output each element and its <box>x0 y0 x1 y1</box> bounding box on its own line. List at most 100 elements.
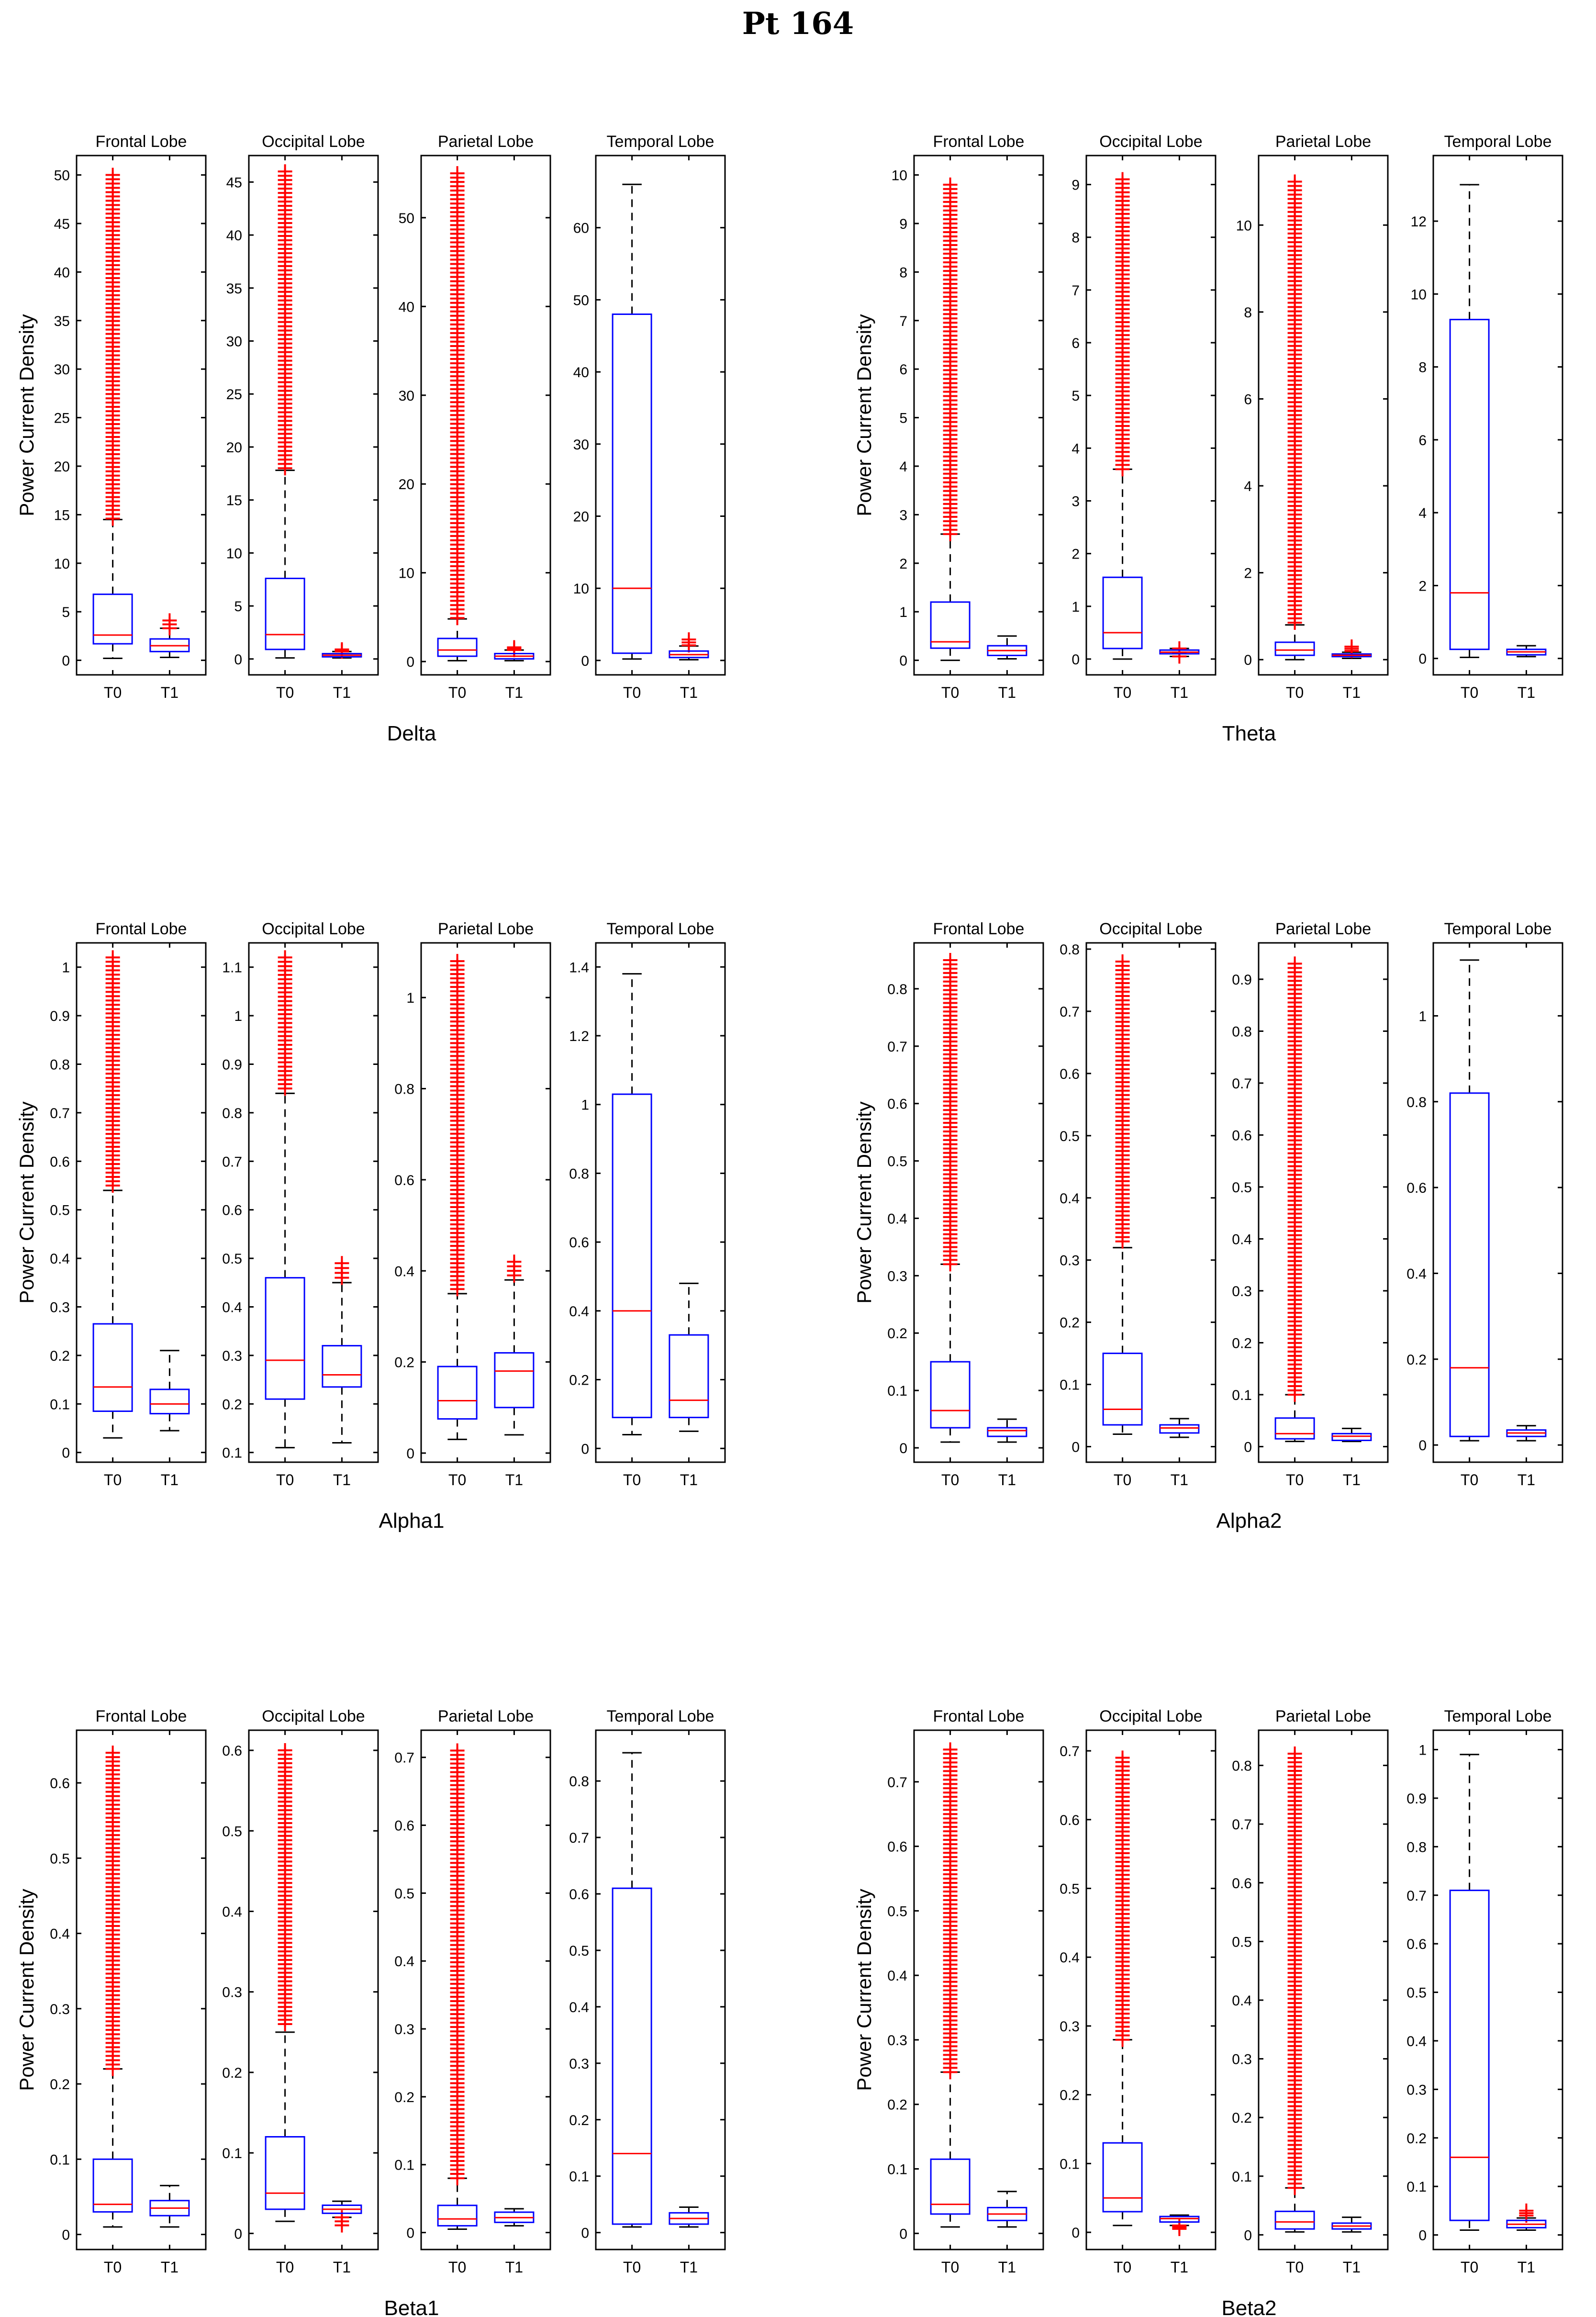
y-tick-label: 0.5 <box>887 1903 907 1919</box>
plot-frame <box>1258 1729 1389 2250</box>
plot-frame <box>248 155 379 676</box>
x-tick-label: T0 <box>1286 684 1304 701</box>
x-tick-label: T1 <box>998 684 1016 701</box>
y-tick-label: 0.3 <box>1060 1253 1080 1269</box>
box-t1 <box>669 2206 709 2228</box>
iqr-box <box>1274 1417 1315 1440</box>
box-t0 <box>1102 954 1143 1435</box>
outlier-marker <box>105 950 120 965</box>
y-tick-label: 0 <box>1418 2228 1427 2244</box>
outlier-marker <box>278 1743 292 1758</box>
y-tick-label: 0.1 <box>222 2146 242 2161</box>
y-tick-label: 8 <box>899 265 907 280</box>
y-tick-label: 0.4 <box>887 1968 907 1984</box>
iqr-box <box>612 313 652 654</box>
chart-beta1: Power Current Density Beta1 Frontal Lobe 0 0… <box>15 1707 726 2317</box>
y-tick-label: 3 <box>899 507 907 523</box>
y-tick-label: 0.1 <box>1406 2179 1427 2195</box>
iqr-box <box>1274 2210 1315 2230</box>
y-tick-label: 0.4 <box>569 1304 589 1320</box>
y-tick-label: 0.8 <box>1232 1024 1252 1040</box>
box-t1 <box>1506 645 1547 658</box>
outlier-marker <box>943 1742 958 1757</box>
y-tick-label: 6 <box>1244 392 1252 407</box>
y-tick-label: 2 <box>1418 578 1427 594</box>
y-tick-label: 0.1 <box>1060 2156 1080 2172</box>
y-tick-label: 0 <box>406 2226 414 2241</box>
y-tick-label: 0.6 <box>394 1818 414 1834</box>
y-tick-label: 4 <box>1418 505 1427 521</box>
x-tick-label: T0 <box>623 2259 641 2276</box>
panel-parietal-lobe: Parietal Lobe 0 2 4 6 8 10 T0 T1 <box>1236 133 1389 701</box>
y-axis-label: Power Current Density <box>15 1889 38 2091</box>
x-tick-label: T0 <box>104 1471 122 1489</box>
y-tick-label: 0.7 <box>1060 1004 1080 1020</box>
x-tick-label: T0 <box>1114 1471 1131 1489</box>
box-t1 <box>322 2200 362 2233</box>
box-t1 <box>1506 1425 1547 1442</box>
y-tick-label: 50 <box>399 211 414 226</box>
y-axis-label: Power Current Density <box>853 1889 875 2091</box>
plot-frame <box>1085 942 1217 1463</box>
y-tick-label: 0.4 <box>222 1904 242 1920</box>
y-tick-label: 0.4 <box>394 1264 414 1279</box>
y-tick-label: 0.1 <box>1232 2169 1252 2185</box>
y-tick-label: 0.8 <box>887 982 907 997</box>
y-tick-label: 0 <box>899 2226 907 2242</box>
plot-frame <box>595 155 726 676</box>
y-tick-label: 0.3 <box>1232 2052 1252 2068</box>
y-tick-label: 6 <box>899 362 907 378</box>
y-tick-label: 40 <box>54 265 70 280</box>
y-tick-label: 0.6 <box>569 1235 589 1251</box>
y-tick-label: 0.3 <box>222 1348 242 1364</box>
y-tick-label: 0.6 <box>1406 1180 1427 1196</box>
y-tick-label: 0.1 <box>1232 1388 1252 1403</box>
plot-frame <box>913 942 1044 1463</box>
plot-frame <box>1085 1729 1217 2250</box>
panel-parietal-lobe: Parietal Lobe 0 0.2 0.4 0.6 0.8 1 T0 T1 <box>394 920 551 1489</box>
panel-parietal-lobe: Parietal Lobe 0 0.1 0.2 0.3 0.4 0.5 0.6 0.7 0.8 T0… <box>1232 1707 1389 2276</box>
y-tick-label: 0.5 <box>50 1851 70 1867</box>
plot-frame <box>1432 942 1563 1463</box>
band-label: Delta <box>387 722 436 745</box>
box-t1 <box>322 1256 362 1444</box>
panel-title: Temporal Lobe <box>607 1707 714 1725</box>
y-tick-label: 6 <box>1418 433 1427 448</box>
outlier-marker <box>507 640 522 655</box>
x-tick-label: T1 <box>505 2259 523 2276</box>
x-tick-label: T0 <box>941 1471 959 1489</box>
x-tick-label: T0 <box>941 684 959 701</box>
band-label: Alpha1 <box>379 1509 444 1533</box>
panel-parietal-lobe: Parietal Lobe 0 10 20 30 40 50 T0 T1 <box>399 133 551 701</box>
y-tick-label: 40 <box>226 228 242 244</box>
panel-temporal-lobe: Temporal Lobe 0 10 20 30 40 50 60 T0 T1 <box>573 133 726 701</box>
panel-title: Occipital Lobe <box>1099 920 1202 938</box>
y-tick-label: 0.5 <box>222 1824 242 1839</box>
iqr-box <box>1102 2142 1143 2213</box>
box-t0 <box>1102 1750 1143 2227</box>
y-tick-label: 0.4 <box>569 2000 589 2015</box>
y-tick-label: 1 <box>406 990 414 1006</box>
y-tick-label: 1 <box>1418 1743 1427 1758</box>
x-tick-label: T1 <box>1343 2259 1361 2276</box>
y-tick-label: 25 <box>54 411 70 426</box>
panel-occipital-lobe: Occipital Lobe 0 0.1 0.2 0.3 0.4 0.5 0.6 0.7 0.8 T… <box>1060 920 1217 1489</box>
y-tick-label: 0 <box>899 1441 907 1456</box>
panel-title: Parietal Lobe <box>438 1707 534 1725</box>
iqr-box <box>1102 1353 1143 1426</box>
y-tick-label: 0 <box>1244 652 1252 668</box>
y-tick-label: 0.6 <box>50 1776 70 1791</box>
y-tick-label: 50 <box>573 292 589 308</box>
y-tick-label: 9 <box>1071 178 1080 193</box>
y-tick-label: 0.1 <box>394 2158 414 2173</box>
x-tick-label: T1 <box>161 1471 179 1489</box>
y-tick-label: 0.4 <box>394 1954 414 1970</box>
y-tick-label: 12 <box>1411 214 1427 230</box>
plot-frame <box>913 155 1044 676</box>
panel-temporal-lobe: Temporal Lobe 0 0.2 0.4 0.6 0.8 1 1.2 1.4 T0 T1 <box>569 920 726 1489</box>
x-tick-label: T1 <box>1518 2259 1535 2276</box>
y-tick-label: 0.8 <box>569 1166 589 1182</box>
outlier-marker <box>278 164 292 179</box>
y-tick-label: 0.5 <box>1060 1881 1080 1897</box>
